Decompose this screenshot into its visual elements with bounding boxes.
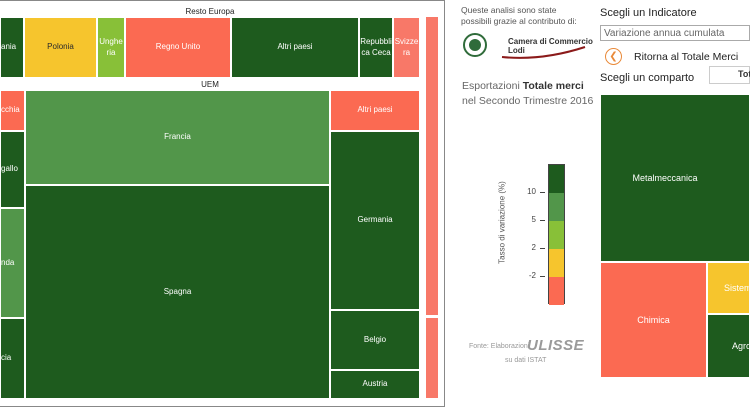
cell-olanda[interactable]: nda [0, 208, 25, 318]
legend-swatch-4 [549, 277, 564, 305]
cell-austria[interactable]: Austria [330, 370, 420, 399]
cell-ungheria[interactable]: Unghe ria [97, 17, 125, 78]
legend-axis-text: Tasso di variazione (%) [497, 181, 507, 264]
source-suffix: su dati ISTAT [505, 357, 547, 364]
legend-tick-neg2: -2 [528, 271, 536, 280]
legend-tick-mark-0 [540, 192, 545, 193]
cell-grecia[interactable]: cia [0, 318, 25, 399]
country-treemap: Resto Europa ania Polonia Unghe ria Regn… [0, 0, 445, 407]
subject-period: nel Secondo Trimestre 2016 [462, 95, 594, 108]
group-title-uem: UEM [201, 80, 219, 89]
sector-treemap: Metalmeccanica Chimica Sistem Agro [600, 94, 750, 378]
subject-prefix: Esportazioni [462, 80, 520, 92]
cell-uem-turchia[interactable]: cchia [0, 90, 25, 131]
indicator-title: Scegli un Indicatore [600, 7, 697, 19]
cell-spagna[interactable]: Spagna [25, 185, 330, 399]
legend-swatch-0 [549, 165, 564, 193]
source-prefix: Fonte: Elaborazioni [469, 343, 530, 350]
cell-francia[interactable]: Francia [25, 90, 330, 185]
chamber-of-commerce-logo [463, 33, 586, 59]
cell-regno-unito[interactable]: Regno Unito [125, 17, 231, 78]
cell-germania[interactable]: Germania [330, 131, 420, 310]
legend-swatch-1 [549, 193, 564, 221]
logo-text-line2: Lodi [508, 46, 525, 55]
legend-tick-5: 5 [531, 215, 536, 224]
group-title-resto-europa: Resto Europa [185, 7, 235, 16]
back-to-total-button[interactable]: Ritorna al Totale Merci [634, 51, 739, 63]
cell-resto-europa-0[interactable]: ania [0, 17, 24, 78]
color-legend [548, 164, 565, 305]
legend-tick-mark-2 [540, 248, 545, 249]
logo-text-line1: Camera di Commercio [508, 37, 593, 46]
sector-title: Scegli un comparto [600, 72, 695, 84]
sponsor-intro-line1: Queste analisi sono state [461, 5, 557, 15]
sector-select[interactable]: Tot [709, 66, 750, 84]
sector-cell-metalmeccanica[interactable]: Metalmeccanica [600, 94, 750, 262]
ulisse-logo: ULISSE [527, 337, 585, 354]
subject-heading: Esportazioni Totale merci nel Secondo Tr… [462, 79, 602, 109]
legend-tick-2: 2 [531, 243, 536, 252]
chevron-left-icon[interactable]: ❮ [605, 48, 622, 65]
cell-belgio[interactable]: Belgio [330, 310, 420, 370]
cell-svizzera[interactable]: Svizze ra [393, 17, 420, 78]
cell-portogallo[interactable]: gallo [0, 131, 25, 208]
side-strip-top[interactable] [426, 17, 438, 315]
sector-cell-agroalimentare[interactable]: Agro [707, 314, 750, 378]
indicator-select[interactable] [600, 25, 750, 41]
legend-tick-mark-3 [540, 276, 545, 277]
legend-tick-10: 10 [527, 187, 536, 196]
sector-cell-chimica[interactable]: Chimica [600, 262, 707, 378]
cell-altri-paesi-uem[interactable]: Altri paesi [330, 90, 420, 131]
subject-bold: Totale merci [522, 80, 584, 92]
legend-swatch-2 [549, 221, 564, 249]
sector-cell-sistema-moda[interactable]: Sistem [707, 262, 750, 314]
cell-repubblica-ceca[interactable]: Repubbli ca Ceca [359, 17, 393, 78]
sponsor-intro: Queste analisi sono state possibili graz… [461, 5, 591, 28]
cell-altri-paesi-resto-europa[interactable]: Altri paesi [231, 17, 359, 78]
sponsor-intro-line2: possibili grazie al contributo di: [461, 16, 577, 27]
legend-tick-mark-1 [540, 220, 545, 221]
side-strip-bottom[interactable] [426, 318, 438, 398]
legend-swatch-3 [549, 249, 564, 277]
cell-polonia[interactable]: Polonia [24, 17, 97, 78]
